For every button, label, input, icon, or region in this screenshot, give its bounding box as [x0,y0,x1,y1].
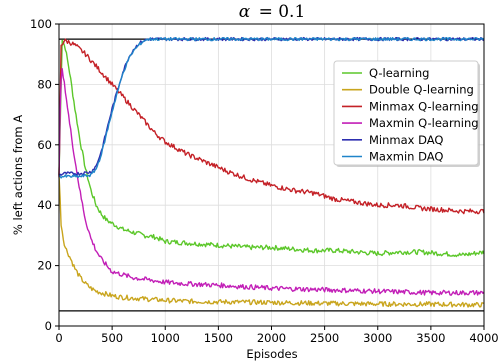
y-tick-label: 0 [45,319,52,333]
legend-label: Minmax Q-learning [369,99,479,113]
series-line-maxmin-q-learning [58,67,485,296]
legend-label: Double Q-learning [369,83,474,97]
x-tick-label: 2500 [310,331,339,345]
x-axis-ticks: 0 500 1000 1500 2000 2500 3000 3500 4000 [55,326,499,345]
series-line-maxmin-daq [58,36,485,179]
chart-title: α = 0.1 [239,2,306,22]
x-tick-label: 4000 [469,331,498,345]
x-tick-label: 1000 [151,331,180,345]
x-axis-label: Episodes [246,347,297,361]
y-axis-label: % left actions from A [11,115,25,235]
y-tick-label: 40 [37,198,52,212]
legend-label: Q-learning [369,66,429,80]
y-tick-label: 80 [37,77,52,91]
x-tick-label: 3500 [416,331,445,345]
x-tick-label: 500 [101,331,123,345]
legend-label: Maxmin DAQ [369,150,444,164]
legend: Q-learning Double Q-learning Minmax Q-lear… [333,60,480,167]
x-tick-label: 0 [55,331,62,345]
series-line-minmax-q-learning [58,38,485,215]
series-lines [58,36,485,308]
legend-box [333,60,479,166]
chart-title-value: = 0.1 [259,2,306,22]
x-tick-label: 1500 [204,331,233,345]
y-tick-label: 20 [37,259,52,273]
chart-title-symbol: α [239,2,251,22]
y-axis-ticks: 0 20 40 60 80 100 [30,17,59,333]
series-line-double-q-learning [58,175,485,308]
series-line-q-learning [58,39,485,258]
x-tick-label: 3000 [363,331,392,345]
y-tick-label: 60 [37,138,52,152]
x-tick-label: 2000 [257,331,286,345]
legend-label: Minmax DAQ [369,133,444,147]
y-tick-label: 100 [30,17,52,31]
legend-label: Maxmin Q-learning [369,116,479,130]
